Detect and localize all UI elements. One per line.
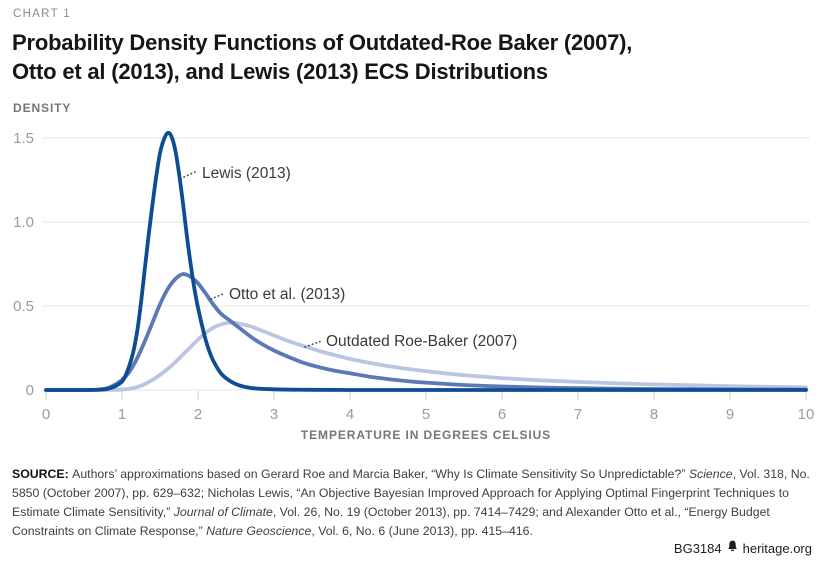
footer-doc-id: BG3184 [673, 540, 722, 556]
y-axis-title: DENSITY [13, 101, 72, 115]
curve-outdated-roe-baker-2007 [44, 320, 808, 392]
footer-site-link: heritage.org [742, 540, 812, 556]
x-tick-label-4: 4 [346, 406, 354, 423]
y-tick-label-0.5: 0.5 [13, 298, 34, 315]
leader-dots-lewis [183, 170, 197, 178]
annotation-roe-baker-label: Outdated Roe-Baker (2007) [326, 333, 517, 350]
heritage-bell-icon [726, 540, 739, 556]
x-tick-label-3: 3 [270, 406, 278, 423]
curve-lewis-2013 [44, 130, 808, 392]
y-tick-label-1.0: 1.0 [13, 214, 34, 231]
x-tick-label-9: 9 [726, 406, 734, 423]
annotation-lewis: Lewis (2013) [183, 165, 291, 182]
chart-title-line-2: Otto et al (2013), and Lewis (2013) ECS … [12, 58, 548, 84]
x-tick-label-1: 1 [118, 406, 126, 423]
x-tick-label-0: 0 [42, 406, 50, 423]
leader-dots-roe-baker [304, 340, 321, 348]
y-tick-label-0: 0 [26, 382, 34, 399]
source-note: SOURCE: Authors’ approximations based on… [12, 467, 810, 538]
x-tick-label-10: 10 [798, 406, 815, 423]
series-curves [44, 130, 808, 392]
annotation-roe-baker: Outdated Roe-Baker (2007) [304, 333, 517, 350]
x-tick-label-5: 5 [422, 406, 430, 423]
chart-title-line-1: Probability Density Functions of Outdate… [12, 30, 633, 55]
y-tick-label-1.5: 1.5 [13, 130, 34, 147]
annotation-otto: Otto et al. (2013) [210, 286, 345, 303]
curve-otto-et-al-2013 [44, 272, 808, 392]
leader-dots-otto [210, 292, 225, 300]
x-tick-label-8: 8 [650, 406, 658, 423]
annotation-lewis-label: Lewis (2013) [202, 165, 291, 182]
chart-title: Probability Density Functions of Outdate… [12, 29, 632, 86]
x-axis-ticks: 0 1 2 3 4 5 6 7 8 9 10 [42, 391, 815, 423]
x-tick-label-2: 2 [194, 406, 202, 423]
footer: BG3184 heritage.org [674, 540, 812, 556]
annotation-otto-label: Otto et al. (2013) [229, 286, 345, 303]
x-axis-title: TEMPERATURE IN DEGREES CELSIUS [300, 428, 552, 442]
pdf-curves-chart: 0 1 2 3 4 5 6 7 8 9 10 0 0.5 1.0 1.5 Lewis (2013) Ott… [13, 130, 815, 423]
x-tick-label-6: 6 [498, 406, 506, 423]
y-axis-tick-labels: 0 0.5 1.0 1.5 [13, 130, 34, 399]
chart-number: CHART 1 [13, 8, 71, 20]
x-tick-label-7: 7 [574, 406, 582, 423]
